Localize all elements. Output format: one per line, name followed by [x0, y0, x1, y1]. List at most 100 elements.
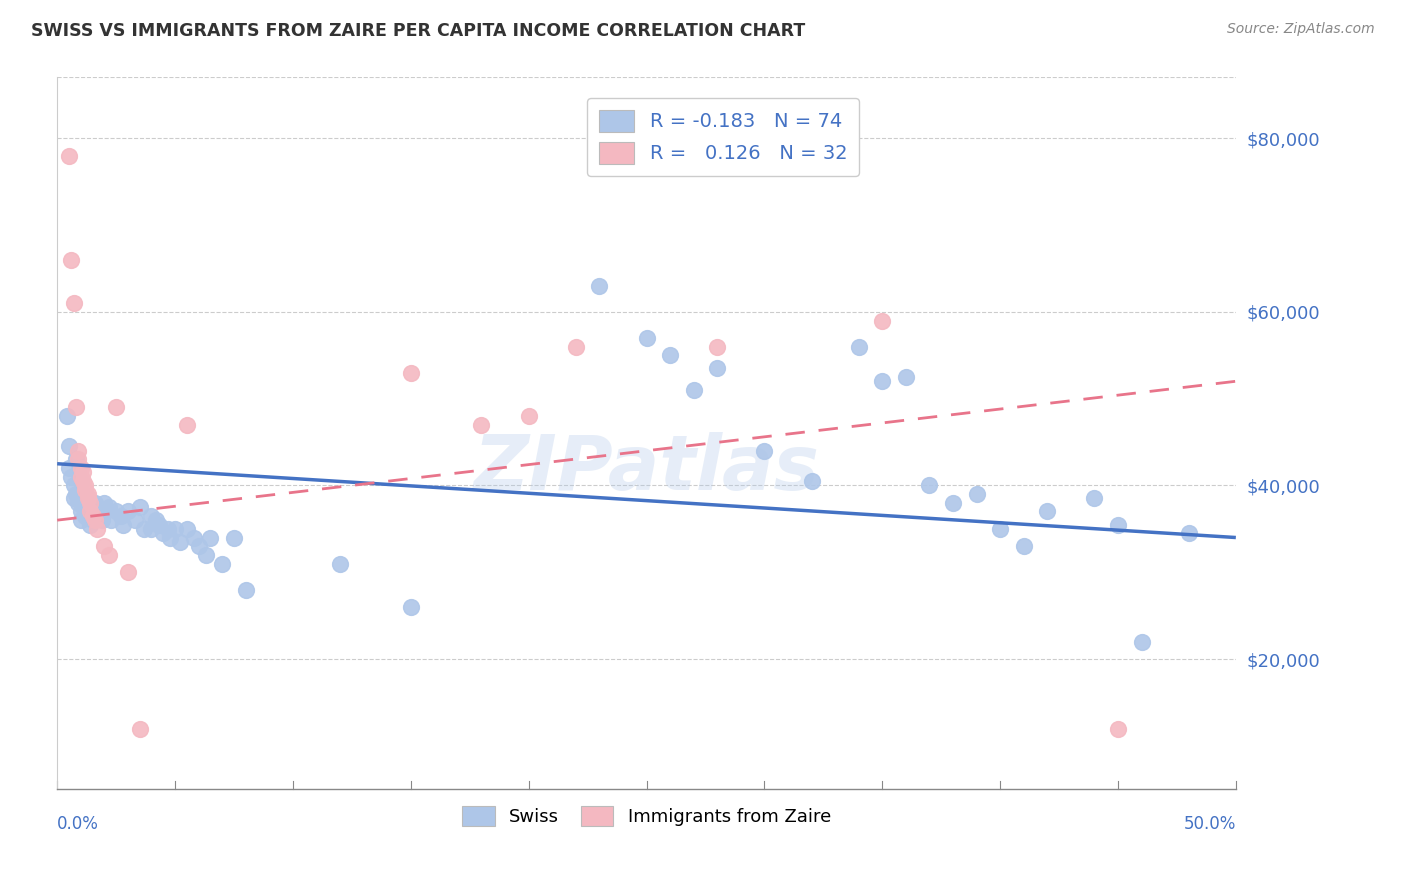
Point	[145, 513, 167, 527]
Point	[176, 522, 198, 536]
Point	[82, 508, 104, 523]
Point	[800, 474, 823, 488]
Point	[235, 582, 257, 597]
Point	[183, 531, 205, 545]
Text: 50.0%: 50.0%	[1184, 815, 1236, 833]
Point	[1036, 504, 1059, 518]
Point	[62, 296, 84, 310]
Point	[60, 252, 83, 267]
Point	[75, 496, 97, 510]
Point	[112, 517, 135, 532]
Point	[588, 278, 610, 293]
Point	[754, 443, 776, 458]
Point	[870, 374, 893, 388]
Point	[187, 539, 209, 553]
Text: Source: ZipAtlas.com: Source: ZipAtlas.com	[1227, 22, 1375, 37]
Point	[65, 401, 87, 415]
Point	[159, 531, 181, 545]
Point	[69, 461, 91, 475]
Point	[72, 466, 94, 480]
Point	[86, 522, 108, 536]
Point	[62, 478, 84, 492]
Point	[918, 478, 941, 492]
Point	[399, 366, 422, 380]
Point	[894, 370, 917, 384]
Text: ZIPatlas: ZIPatlas	[474, 432, 820, 506]
Point	[659, 348, 682, 362]
Point	[58, 461, 80, 475]
Point	[988, 522, 1011, 536]
Point	[69, 513, 91, 527]
Point	[134, 522, 156, 536]
Point	[82, 500, 104, 515]
Point	[67, 496, 90, 510]
Point	[100, 513, 122, 527]
Point	[169, 534, 191, 549]
Point	[517, 409, 540, 423]
Point	[65, 452, 87, 467]
Point	[79, 504, 101, 518]
Point	[76, 491, 98, 506]
Point	[128, 722, 150, 736]
Point	[1107, 517, 1129, 532]
Point	[1083, 491, 1105, 506]
Point	[72, 487, 94, 501]
Point	[105, 401, 128, 415]
Point	[329, 557, 352, 571]
Point	[83, 496, 105, 510]
Point	[1130, 634, 1153, 648]
Point	[72, 474, 94, 488]
Point	[848, 340, 870, 354]
Point	[58, 439, 80, 453]
Point	[148, 517, 170, 532]
Point	[117, 566, 139, 580]
Point	[105, 504, 128, 518]
Point	[152, 526, 174, 541]
Point	[69, 474, 91, 488]
Point	[399, 599, 422, 614]
Point	[706, 361, 728, 376]
Point	[82, 513, 104, 527]
Point	[86, 508, 108, 523]
Point	[89, 504, 111, 518]
Point	[60, 469, 83, 483]
Point	[156, 522, 179, 536]
Point	[682, 383, 704, 397]
Point	[176, 417, 198, 432]
Point	[636, 331, 658, 345]
Point	[58, 148, 80, 162]
Text: 0.0%: 0.0%	[58, 815, 98, 833]
Point	[79, 504, 101, 518]
Point	[1177, 526, 1199, 541]
Point	[75, 508, 97, 523]
Point	[69, 469, 91, 483]
Point	[69, 504, 91, 518]
Point	[67, 466, 90, 480]
Point	[163, 522, 186, 536]
Point	[565, 340, 588, 354]
Point	[91, 513, 114, 527]
Point	[75, 483, 97, 497]
Point	[62, 491, 84, 506]
Point	[55, 409, 77, 423]
Point	[942, 496, 965, 510]
Point	[98, 500, 121, 515]
Point	[128, 500, 150, 515]
Point	[870, 313, 893, 327]
Text: SWISS VS IMMIGRANTS FROM ZAIRE PER CAPITA INCOME CORRELATION CHART: SWISS VS IMMIGRANTS FROM ZAIRE PER CAPIT…	[31, 22, 806, 40]
Point	[211, 557, 233, 571]
Point	[76, 504, 98, 518]
Point	[76, 491, 98, 506]
Point	[93, 539, 115, 553]
Point	[966, 487, 988, 501]
Point	[110, 508, 132, 523]
Point	[76, 487, 98, 501]
Point	[117, 504, 139, 518]
Point	[93, 496, 115, 510]
Point	[72, 500, 94, 515]
Point	[194, 548, 217, 562]
Point	[200, 531, 222, 545]
Point	[1012, 539, 1035, 553]
Point	[98, 548, 121, 562]
Point	[141, 508, 163, 523]
